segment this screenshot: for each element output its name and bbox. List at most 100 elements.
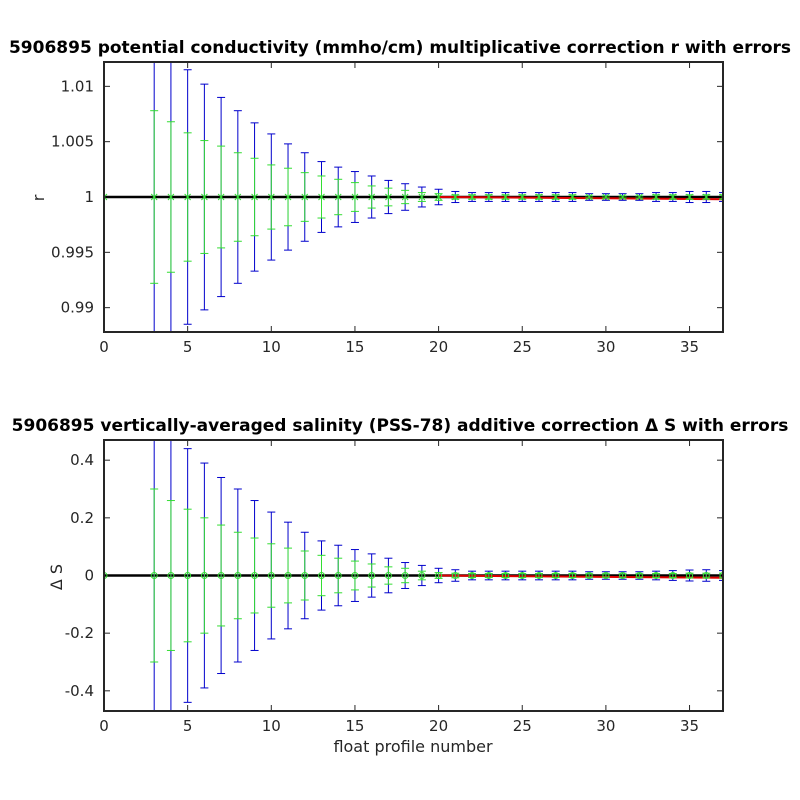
data-point [552, 193, 560, 201]
x-tick-label: 10 [262, 717, 281, 735]
data-point [368, 193, 376, 201]
x-tick-label: 20 [429, 717, 448, 735]
conductivity-correction-panel: 5906895 potential conductivity (mmho/cm)… [9, 38, 791, 356]
data-point [267, 572, 275, 579]
x-tick-label: 35 [680, 717, 699, 735]
data-point [351, 572, 359, 579]
x-tick-label: 25 [513, 717, 532, 735]
data-point [334, 193, 342, 201]
salinity-correction-panel: 5906895 vertically-averaged salinity (PS… [12, 416, 789, 756]
data-point [104, 572, 108, 579]
x-tick-label: 30 [596, 717, 615, 735]
data-point [569, 193, 576, 201]
y-axis-label: Δ S [47, 564, 66, 590]
data-point [368, 572, 376, 579]
data-point [635, 572, 643, 579]
data-point [585, 193, 593, 201]
data-point [267, 193, 275, 201]
data-point [401, 193, 409, 201]
data-point [251, 572, 259, 579]
data-point [251, 193, 258, 201]
y-tick-label: 0.99 [61, 299, 94, 317]
data-point [535, 193, 543, 201]
data-point [104, 193, 108, 201]
data-point [184, 193, 192, 201]
data-point [719, 572, 723, 579]
data-point [301, 193, 309, 201]
x-tick-label: 20 [429, 338, 448, 356]
data-point [652, 572, 660, 579]
data-point [318, 193, 325, 201]
y-tick-label: 0 [84, 567, 94, 585]
data-point [619, 193, 626, 201]
data-point [385, 193, 392, 201]
plot-area: 0 5 10 15 20 25 30 35 -0.4 -0.2 0 0.2 0.4 [65, 439, 724, 735]
data-point [234, 572, 242, 579]
data-point [485, 572, 493, 579]
data-point [217, 572, 225, 579]
data-point [317, 572, 325, 579]
data-point [719, 193, 723, 201]
data-point [451, 572, 459, 579]
x-tick-label: 10 [262, 338, 281, 356]
x-tick-label: 25 [513, 338, 532, 356]
data-point [435, 572, 443, 579]
data-point [502, 572, 510, 579]
data-point [468, 572, 476, 579]
data-point [401, 572, 409, 579]
data-point [669, 193, 677, 201]
data-point [552, 572, 560, 579]
data-point [418, 193, 426, 201]
x-tick-label: 15 [345, 338, 364, 356]
data-point [686, 572, 694, 579]
data-point [217, 193, 225, 201]
y-tick-label: 0.995 [51, 243, 94, 261]
data-point [585, 572, 593, 579]
data-point [201, 193, 208, 201]
axes-frame [103, 439, 724, 712]
data-point [669, 572, 677, 579]
chart-title: 5906895 vertically-averaged salinity (PS… [12, 416, 789, 436]
data-point [686, 193, 693, 201]
x-tick-label: 5 [183, 717, 193, 735]
data-point [418, 572, 426, 579]
x-tick-label: 15 [345, 717, 364, 735]
data-point [184, 572, 192, 579]
data-point [334, 572, 342, 579]
data-point [301, 572, 309, 579]
x-axis-label: float profile number [333, 737, 493, 756]
data-point [518, 572, 526, 579]
y-tick-label: -0.2 [65, 624, 94, 642]
data-point [702, 193, 710, 201]
y-tick-label: 1.01 [61, 77, 94, 95]
data-point [568, 572, 576, 579]
plot-area: 0 5 10 15 20 25 30 35 0.99 0.995 1 1.005 1.01 [51, 61, 724, 356]
data-point [234, 193, 242, 201]
y-tick-label: 1 [84, 188, 94, 206]
data-point [167, 193, 175, 201]
data-marks [104, 440, 723, 711]
y-tick-label: 0.2 [70, 509, 94, 527]
data-marks [104, 62, 723, 332]
data-point [602, 193, 610, 201]
x-tick-label: 30 [596, 338, 615, 356]
data-point [200, 572, 208, 579]
data-point [702, 572, 710, 579]
data-point [384, 572, 392, 579]
data-point [150, 193, 158, 201]
data-point [284, 193, 292, 201]
axes-frame [103, 61, 724, 333]
data-point [518, 193, 526, 201]
data-point [485, 193, 493, 201]
y-axis-label: r [29, 194, 48, 201]
data-point [150, 572, 158, 579]
x-tick-label: 0 [99, 717, 109, 735]
y-tick-label: 1.005 [51, 133, 94, 151]
data-point [502, 193, 509, 201]
chart-title: 5906895 potential conductivity (mmho/cm)… [9, 38, 791, 58]
data-point [602, 572, 610, 579]
data-point [619, 572, 627, 579]
data-point [535, 572, 543, 579]
data-point [635, 193, 643, 201]
